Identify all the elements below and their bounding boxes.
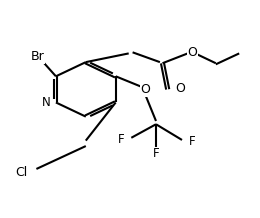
Text: O: O (175, 82, 185, 95)
Text: F: F (153, 147, 159, 160)
Text: O: O (187, 46, 197, 59)
Text: F: F (188, 135, 195, 148)
Text: N: N (42, 96, 50, 109)
Text: F: F (118, 133, 125, 146)
Text: Cl: Cl (15, 166, 27, 179)
Text: O: O (141, 83, 151, 96)
Text: Br: Br (31, 50, 44, 63)
